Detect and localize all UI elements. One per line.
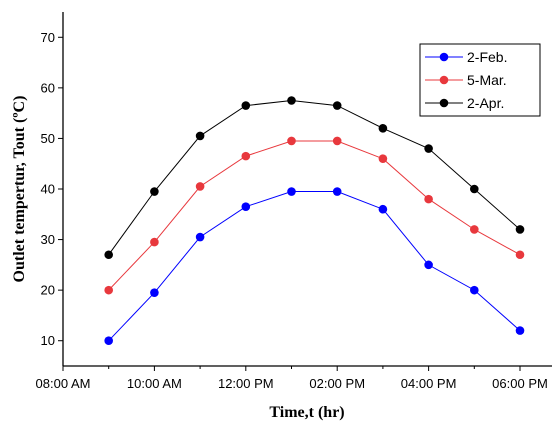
data-point [150, 288, 159, 297]
y-tick-label: 50 [41, 131, 55, 146]
x-axis-title: Time,t (hr) [269, 404, 344, 421]
data-point [515, 225, 525, 234]
data-point [241, 151, 251, 161]
legend: 2-Feb. 5-Mar. 2-Apr. [419, 43, 541, 117]
data-point [287, 136, 296, 146]
x-tick-label: 06:00 PM [492, 376, 548, 391]
data-point [241, 202, 251, 211]
x-tick-label: 02:00 PM [309, 376, 365, 391]
data-point [424, 260, 433, 270]
y-tick-label: 20 [41, 283, 55, 298]
data-point [424, 144, 433, 153]
data-point [470, 184, 479, 194]
data-point [470, 225, 479, 234]
legend-marker [439, 52, 449, 62]
data-point [104, 336, 114, 346]
series-line-2 [108, 140, 521, 291]
y-tick-label: 10 [41, 333, 55, 348]
series-layer [104, 96, 525, 346]
data-point [424, 194, 433, 204]
x-tick-label: 04:00 PM [401, 376, 457, 391]
data-point [241, 101, 251, 110]
y-tick-label: 70 [41, 30, 55, 45]
data-point [104, 285, 114, 295]
legend-label: 5-Mar. [467, 72, 507, 88]
data-point [195, 232, 205, 242]
data-point [378, 204, 388, 214]
data-point [104, 250, 114, 260]
data-point [150, 237, 159, 247]
data-point [150, 187, 159, 196]
data-point [515, 326, 525, 335]
x-ticks: 08:00 AM 10:00 AM 12:00 PM 02:00 PM 04:00 PM… [36, 366, 548, 391]
legend-label: 2-Feb. [467, 49, 507, 65]
legend-label: 2-Apr. [467, 95, 504, 111]
legend-marker [439, 75, 449, 85]
y-tick-label: 30 [41, 232, 55, 247]
data-point [195, 182, 205, 191]
data-point [332, 136, 342, 146]
data-point [378, 124, 388, 133]
legend-marker [439, 98, 449, 108]
data-point [378, 154, 388, 163]
x-tick-label: 12:00 PM [218, 376, 274, 391]
series-line-3 [108, 99, 521, 255]
data-point [470, 285, 479, 295]
data-point [287, 187, 296, 196]
data-point [195, 131, 205, 141]
y-tick-label: 40 [41, 182, 55, 197]
y-ticks: 10 20 30 40 50 60 70 [41, 30, 63, 348]
data-point [515, 250, 525, 260]
series-line-1 [108, 191, 521, 342]
data-point [332, 187, 342, 196]
y-tick-label: 60 [41, 80, 55, 95]
x-tick-label: 08:00 AM [36, 376, 91, 391]
x-tick-label: 10:00 AM [127, 376, 182, 391]
data-point [287, 96, 296, 105]
y-axis-title: Outlet tempertur, Tout (ºC) [11, 96, 28, 283]
data-point [332, 101, 342, 110]
